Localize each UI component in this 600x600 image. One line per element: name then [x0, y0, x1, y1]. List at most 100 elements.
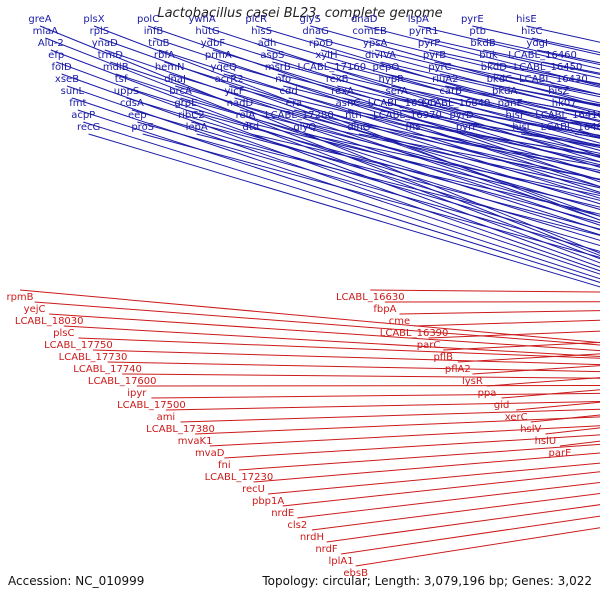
- gene-label: hisC: [521, 26, 542, 37]
- label-leader: [142, 133, 600, 258]
- gene-label: dinG: [347, 122, 370, 133]
- label-leader: [326, 504, 600, 543]
- gene-label: serA: [386, 86, 408, 97]
- label-leader: [256, 25, 600, 130]
- gene-label: ynaD: [92, 38, 118, 49]
- topology-text: Topology: circular; Length: 3,079,196 bp…: [262, 574, 592, 588]
- gene-label: cdsA: [120, 98, 144, 109]
- label-leader: [92, 349, 600, 366]
- gene-label: recG: [77, 122, 100, 133]
- gene-label: acpP: [71, 110, 95, 121]
- gene-label: LCABL_16410: [535, 110, 600, 121]
- label-leader: [228, 85, 600, 188]
- gene-label: hisS: [251, 26, 272, 37]
- gene-label: xylH: [315, 50, 337, 61]
- gene-label: lplA1: [329, 556, 354, 567]
- gene-label: pepO: [373, 62, 400, 73]
- gene-label: aspS: [260, 50, 284, 61]
- gene-label: LCABL_17730: [59, 352, 128, 363]
- gene-label: gid: [494, 400, 509, 411]
- gene-label: truB: [148, 38, 169, 49]
- gene-label: rplS: [90, 26, 110, 37]
- label-leader: [72, 97, 600, 275]
- figure-title: Lactobacillus casei BL23, complete genom…: [157, 6, 443, 21]
- gene-label: dtd: [242, 122, 259, 133]
- gene-label: mdlB: [103, 62, 129, 73]
- label-leader: [486, 377, 600, 387]
- label-leader: [315, 37, 600, 115]
- label-leader: [61, 73, 600, 268]
- gene-label: pyrB: [423, 50, 446, 61]
- label-leader: [83, 121, 600, 283]
- label-leader: [310, 25, 600, 107]
- gene-label: dnaJ: [164, 74, 186, 85]
- label-leader: [384, 301, 600, 303]
- gene-label: hypR: [379, 74, 405, 85]
- label-leader: [201, 25, 600, 157]
- label-leader: [164, 61, 600, 199]
- gene-label: miaA: [33, 26, 59, 37]
- label-leader: [158, 49, 600, 193]
- gene-label: ydgI: [526, 38, 548, 49]
- gene-label: divIVA: [365, 50, 396, 61]
- label-leader: [224, 434, 600, 459]
- gene-label: pyrD: [449, 110, 473, 121]
- label-leader: [151, 392, 600, 399]
- label-leader: [268, 462, 600, 495]
- gene-label: LCABL_17280: [265, 110, 334, 121]
- label-leader: [223, 73, 600, 181]
- label-leader: [341, 515, 600, 555]
- label-leader: [174, 85, 600, 210]
- label-leader: [218, 61, 600, 174]
- label-leader: [207, 37, 600, 163]
- gene-label: bkdA: [492, 86, 517, 97]
- label-leader: [266, 49, 600, 144]
- label-leader: [282, 471, 600, 507]
- gene-label: proS: [131, 122, 154, 133]
- gene-label: nth: [345, 110, 362, 121]
- gene-label: lepA: [186, 122, 208, 133]
- gene-label: parC: [417, 340, 441, 351]
- gene-label: ptb: [469, 26, 486, 37]
- label-leader: [245, 121, 600, 208]
- gene-label: eep: [128, 110, 147, 121]
- label-leader: [209, 425, 600, 447]
- label-leader: [234, 97, 600, 195]
- label-leader: [88, 133, 600, 288]
- label-leader: [297, 481, 600, 519]
- gene-label: fbpA: [373, 304, 396, 315]
- label-leader: [180, 408, 600, 423]
- gene-label: fhs: [405, 122, 420, 133]
- gene-label: LCABL_17600: [88, 376, 157, 387]
- label-leader: [564, 109, 600, 117]
- gene-label: cls2: [287, 520, 307, 531]
- gene-label: yejC: [24, 304, 46, 315]
- gene-label: LCABL_16970: [373, 110, 442, 121]
- gene-label: hutG: [195, 26, 219, 37]
- gene-label: buk: [479, 50, 498, 61]
- gene-label: plsX: [83, 14, 104, 25]
- gene-label: pyrF: [456, 122, 478, 133]
- gene-label: rexA: [331, 86, 354, 97]
- gene-label: nrdE: [271, 508, 294, 519]
- gene-label: prmA: [205, 50, 232, 61]
- gene-label: bkdD: [481, 62, 507, 73]
- gene-label: parE: [549, 448, 572, 459]
- label-leader: [131, 109, 600, 247]
- label-leader: [153, 37, 600, 188]
- gene-label: ydbF: [201, 38, 226, 49]
- gene-label: cme: [389, 316, 410, 327]
- gene-label: rluA2: [432, 74, 458, 85]
- gene-label: uppS: [114, 86, 139, 97]
- label-leader: [212, 49, 600, 168]
- gene-label: hslV: [520, 424, 541, 435]
- gene-label: greA: [28, 14, 51, 25]
- gene-label: hemN: [155, 62, 185, 73]
- gene-label: recU: [242, 484, 265, 495]
- gene-label: hisF: [506, 110, 526, 121]
- gene-label: rexB: [326, 74, 349, 85]
- gene-label: fmt: [69, 98, 86, 109]
- label-leader: [277, 73, 600, 159]
